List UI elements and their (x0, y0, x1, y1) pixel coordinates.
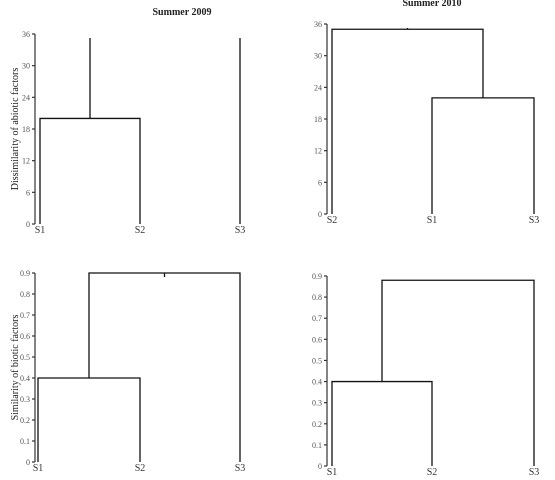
y-tick-label: 0.9 (312, 272, 322, 281)
y-tick-label: 24 (314, 83, 322, 92)
y-tick-label: 36 (314, 20, 322, 29)
panel-title: Summer 2009 (153, 7, 212, 18)
y-tick-label: 0.2 (312, 420, 322, 429)
y-tick-label: 0.7 (312, 314, 322, 323)
leaf-label: S2 (427, 467, 438, 478)
y-tick-label: 30 (22, 62, 30, 71)
y-tick-label: 0.1 (20, 437, 30, 446)
y-tick-label: 30 (314, 52, 322, 61)
dendrogram-link (39, 117, 141, 224)
y-tick-label: 36 (22, 30, 30, 39)
dendrogram-link (331, 380, 433, 466)
y-tick-label: 0.3 (20, 395, 30, 404)
leaf-label: S2 (135, 225, 146, 236)
y-tick-label: 0 (26, 458, 30, 467)
y-tick-label: 0.1 (312, 441, 322, 450)
y-tick-label: 0.2 (20, 416, 30, 425)
dendrogram-panel-1: Summer 2009 Dissimilarity of abiotic fact… (10, 7, 245, 236)
y-tick-label: 0.8 (20, 290, 30, 299)
y-tick-label: 24 (22, 93, 30, 102)
leaf-label: S1 (33, 463, 44, 474)
dendrogram-link (37, 377, 141, 462)
y-tick-label: 0.9 (20, 269, 30, 278)
y-axis-label: Similarity of biotic factors (10, 314, 21, 420)
y-tick-label: 0.5 (20, 353, 30, 362)
leaf-label: S2 (327, 215, 338, 226)
y-axis-label: Dissimilarity of abiotic factors (10, 68, 21, 191)
y-tick-label: 18 (314, 115, 322, 124)
leaf-label: S1 (427, 215, 438, 226)
dendrogram-panel-3: Similarity of biotic factors 0 0.1 0.2 0.3 0.… (10, 269, 245, 474)
dendrogram-link (88, 272, 241, 462)
y-tick-label: 0.3 (312, 399, 322, 408)
leaf-label: S3 (529, 215, 540, 226)
leaf-label: S1 (35, 225, 46, 236)
dendrogram-panel-4: 0 0.1 0.2 0.3 0.4 0.5 0.6 0.7 0.8 0.9 S1 S2 S3 (312, 272, 539, 478)
y-tick-label: 0.8 (312, 293, 322, 302)
y-tick-label: 12 (314, 147, 322, 156)
dendrogram-link (381, 279, 535, 466)
leaf-label: S3 (235, 463, 246, 474)
y-tick-label: 6 (26, 188, 30, 197)
leaf-label: S1 (327, 467, 338, 478)
y-tick-label: 0 (318, 210, 322, 219)
y-tick-label: 0.7 (20, 311, 30, 320)
y-tick-label: 0.4 (312, 378, 322, 387)
dendrogram-link (331, 28, 484, 214)
dendrogram-panel-2: Summer 2010 0 6 12 18 24 30 36 S2 S1 S3 (314, 0, 539, 226)
y-tick-label: 0 (26, 220, 30, 229)
y-tick-label: 0 (318, 462, 322, 471)
y-tick-label: 0.4 (20, 374, 30, 383)
dendrogram-link (431, 97, 535, 214)
leaf-label: S3 (235, 225, 246, 236)
leaf-label: S2 (135, 463, 146, 474)
y-tick-label: 0.5 (312, 356, 322, 365)
y-tick-label: 0.6 (20, 332, 30, 341)
y-tick-label: 0.6 (312, 335, 322, 344)
leaf-label: S3 (529, 467, 540, 478)
y-tick-label: 12 (22, 157, 30, 166)
panel-title: Summer 2010 (403, 0, 462, 9)
y-tick-label: 18 (22, 125, 30, 134)
y-tick-label: 6 (318, 178, 322, 187)
